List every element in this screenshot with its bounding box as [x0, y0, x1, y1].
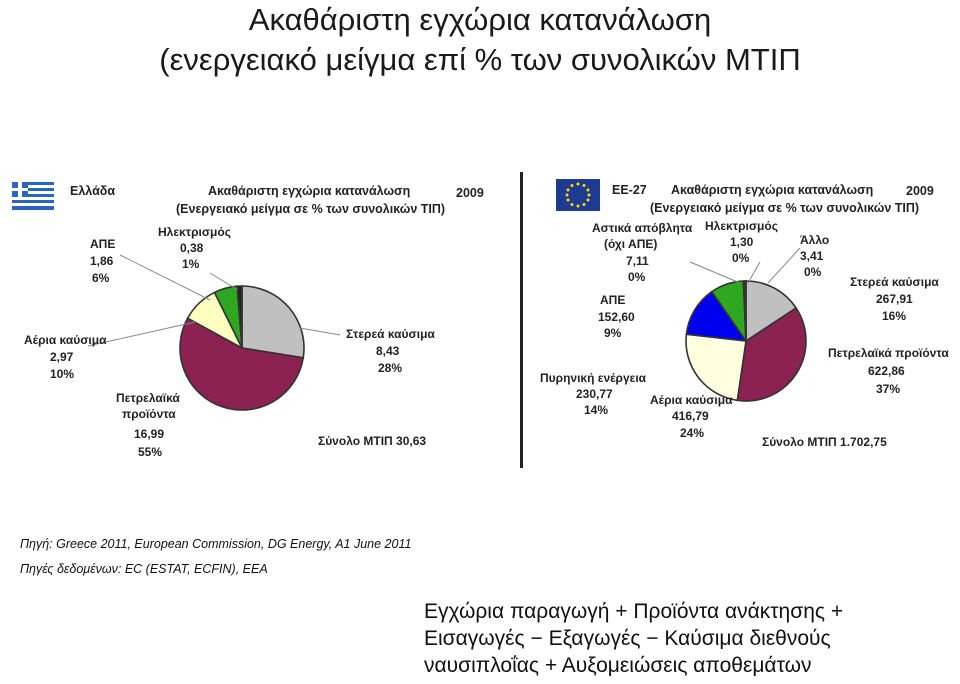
eu-chart-subtitle: (Ενεργειακό μείγμα σε % των συνολικών ΤΙ… — [650, 201, 919, 215]
eu-gas-value: 416,79 — [672, 409, 709, 423]
eu-solid-percent: 16% — [882, 309, 906, 323]
gr-total: Σύνολο ΜΤΙΠ 30,63 — [318, 434, 426, 448]
definition-note-line-3: ναυσιπλοΐας + Αυξομειώσεις αποθεμάτων — [424, 654, 812, 677]
eu-slice-7 — [744, 280, 747, 342]
eu-electricity-value: 1,30 — [730, 235, 754, 249]
eu-chart-title: Ακαθάριστη εγχώρια κατανάλωση — [671, 183, 873, 197]
eu-other-name: Άλλο — [800, 233, 829, 247]
eu-oil-value: 622,86 — [868, 364, 905, 378]
gr-res-name: ΑΠΕ — [90, 237, 115, 251]
eu-urban-percent: 0% — [628, 270, 646, 284]
charts-divider — [520, 172, 523, 468]
gr-slice-0 — [241, 285, 305, 359]
eu-res-value: 152,60 — [598, 310, 635, 324]
leader-lines — [87, 247, 801, 347]
eu-other-value: 3,41 — [800, 249, 824, 263]
gr-chart-title: Ακαθάριστη εγχώρια κατανάλωση — [208, 184, 410, 198]
gr-gas-name: Αέρια καύσιμα — [24, 333, 107, 347]
gr-chart-subtitle: (Ενεργειακό μείγμα σε % των συνολικών ΤΙ… — [176, 202, 445, 216]
eu-flag-icon — [556, 179, 600, 211]
slide-title-line-1: Ακαθάριστη εγχώρια κατανάλωση — [248, 2, 712, 37]
gr-slice-4 — [236, 285, 243, 349]
eu-year: 2009 — [906, 184, 934, 198]
eu-nuclear-value: 230,77 — [576, 387, 613, 401]
gr-gas-value: 2,97 — [50, 350, 74, 364]
eu-region-label: ΕΕ-27 — [612, 183, 647, 197]
eu-res-name: ΑΠΕ — [600, 293, 625, 307]
eu-nuclear-percent: 14% — [584, 403, 608, 417]
gr-pie — [179, 285, 305, 411]
eu-pie — [685, 280, 807, 402]
eu-urban-value: 7,11 — [626, 254, 649, 268]
definition-note-line-1: Εγχώρια παραγωγή + Προϊόντα ανάκτησης + — [424, 600, 844, 623]
eu-slice-1 — [736, 306, 807, 402]
gr-gas-percent: 10% — [50, 367, 74, 381]
source-line-2: Πηγές δεδομένων: EC (ESTAT, ECFIN), EEA — [20, 562, 268, 576]
definition-note: Εγχώρια παραγωγή + Προϊόντα ανάκτησης + … — [424, 598, 954, 679]
eu-gas-name: Αέρια καύσιμα — [650, 393, 733, 407]
eu-solid-value: 267,91 — [876, 292, 913, 306]
gr-solid-name: Στερεά καύσιμα — [346, 327, 435, 341]
eu-slice-0 — [745, 280, 798, 343]
gr-res-value: 1,86 — [90, 254, 114, 268]
gr-year: 2009 — [456, 186, 484, 200]
eu-slice-2 — [685, 333, 747, 402]
eu-other-percent: 0% — [804, 265, 822, 279]
gr-electricity-percent: 1% — [182, 257, 200, 271]
eu-res-percent: 9% — [604, 326, 622, 340]
gr-slice-labels: Ηλεκτρισμός 0,38 1% ΑΠΕ 1,86 6% Αέρια κα… — [24, 225, 435, 459]
eu-electricity-percent: 0% — [732, 251, 750, 265]
eu-solid-name: Στερεά καύσιμα — [850, 275, 939, 289]
slide-title-line-2: (ενεργειακό μείγμα επί % των συνολικών Μ… — [159, 42, 801, 77]
eu-urban-name-1: Αστικά απόβλητα — [592, 221, 693, 235]
source-line-1: Πηγή: Greece 2011, European Commission, … — [20, 537, 412, 551]
eu-gas-percent: 24% — [680, 426, 704, 440]
gr-electricity-name: Ηλεκτρισμός — [158, 225, 231, 239]
gr-oil-name-1: Πετρελαϊκά — [116, 391, 180, 405]
gr-solid-value: 8,43 — [376, 344, 400, 358]
gr-res-percent: 6% — [92, 271, 110, 285]
definition-note-line-2: Εισαγωγές − Εξαγωγές − Καύσιμα διεθνούς — [424, 627, 831, 650]
eu-oil-percent: 37% — [876, 382, 900, 396]
gr-slice-1 — [179, 317, 305, 411]
eu-urban-name-2: (όχι ΑΠΕ) — [604, 237, 657, 251]
eu-electricity-name: Ηλεκτρισμός — [705, 219, 778, 233]
eu-total: Σύνολο ΜΤΙΠ 1.702,75 — [762, 435, 887, 449]
gr-oil-percent: 55% — [138, 445, 162, 459]
eu-oil-name: Πετρελαϊκά προϊόντα — [828, 346, 949, 360]
gr-oil-name-2: προϊόντα — [122, 407, 176, 421]
gr-region-label: Ελλάδα — [70, 184, 115, 198]
eu-slice-labels: Αστικά απόβλητα (όχι ΑΠΕ) 7,11 0% Ηλεκτρ… — [540, 219, 949, 449]
gr-electricity-value: 0,38 — [180, 241, 204, 255]
gr-solid-percent: 28% — [378, 361, 402, 375]
greek-flag-icon — [12, 182, 54, 210]
gr-oil-value: 16,99 — [134, 427, 164, 441]
eu-nuclear-name: Πυρηνική ενέργεια — [540, 371, 647, 385]
